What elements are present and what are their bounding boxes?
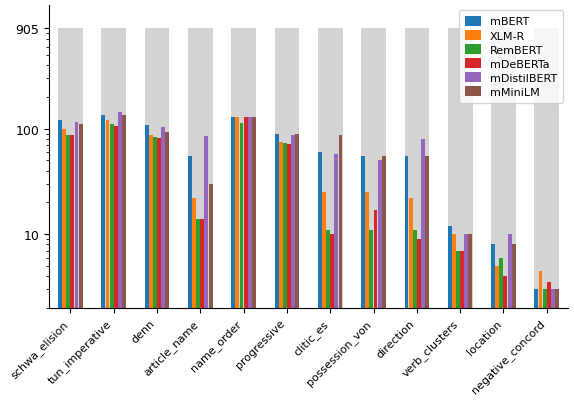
Bar [511, 245, 515, 401]
Bar [71, 136, 75, 401]
Bar [503, 277, 507, 401]
Bar [200, 219, 204, 401]
Bar [149, 136, 153, 401]
Bar [425, 157, 429, 401]
Bar [405, 28, 429, 401]
Bar [551, 290, 555, 401]
Bar [252, 117, 256, 401]
Bar [555, 290, 559, 401]
Bar [291, 135, 295, 401]
Bar [102, 115, 106, 401]
Bar [464, 235, 468, 401]
Bar [145, 126, 149, 401]
Bar [204, 137, 208, 401]
Bar [382, 157, 386, 401]
Bar [413, 230, 417, 401]
Bar [58, 28, 83, 401]
Bar [538, 271, 542, 401]
Bar [507, 235, 511, 401]
Bar [110, 125, 114, 401]
Bar [495, 266, 499, 401]
Bar [188, 28, 213, 401]
Bar [322, 193, 326, 401]
Bar [361, 157, 365, 401]
Bar [248, 117, 251, 401]
Bar [491, 28, 516, 401]
Bar [196, 219, 200, 401]
Bar [118, 113, 122, 401]
Bar [339, 135, 343, 401]
Bar [421, 140, 425, 401]
Bar [58, 121, 62, 401]
Bar [448, 28, 472, 401]
Bar [547, 283, 550, 401]
Bar [378, 161, 382, 401]
Bar [295, 134, 299, 401]
Bar [468, 235, 472, 401]
Bar [448, 226, 452, 401]
Bar [122, 115, 126, 401]
Bar [244, 117, 247, 401]
Bar [534, 28, 559, 401]
Bar [274, 28, 299, 401]
Bar [283, 144, 287, 401]
Bar [409, 198, 413, 401]
Bar [456, 251, 460, 401]
Bar [405, 157, 409, 401]
Bar [79, 125, 83, 401]
Bar [62, 130, 66, 401]
Bar [231, 117, 235, 401]
Bar [499, 258, 503, 401]
Bar [287, 144, 291, 401]
Bar [75, 123, 79, 401]
Bar [370, 230, 373, 401]
Bar [106, 120, 110, 401]
Bar [161, 128, 165, 401]
Bar [318, 28, 343, 401]
Bar [114, 126, 118, 401]
Legend: mBERT, XLM-R, RemBERT, mDeBERTa, mDistilBERT, mMiniLM: mBERT, XLM-R, RemBERT, mDeBERTa, mDistil… [459, 11, 563, 103]
Bar [192, 198, 196, 401]
Bar [279, 142, 282, 401]
Bar [460, 251, 464, 401]
Bar [188, 157, 192, 401]
Bar [335, 154, 338, 401]
Bar [102, 28, 126, 401]
Bar [145, 28, 169, 401]
Bar [326, 230, 330, 401]
Bar [231, 28, 256, 401]
Bar [153, 137, 157, 401]
Bar [330, 235, 334, 401]
Bar [318, 153, 322, 401]
Bar [208, 184, 212, 401]
Bar [534, 290, 538, 401]
Bar [157, 138, 161, 401]
Bar [361, 28, 386, 401]
Bar [417, 239, 421, 401]
Bar [239, 124, 243, 401]
Bar [235, 117, 239, 401]
Bar [366, 193, 369, 401]
Bar [274, 134, 278, 401]
Bar [452, 235, 456, 401]
Bar [67, 136, 70, 401]
Bar [491, 245, 495, 401]
Bar [165, 133, 169, 401]
Bar [374, 211, 378, 401]
Bar [542, 290, 546, 401]
